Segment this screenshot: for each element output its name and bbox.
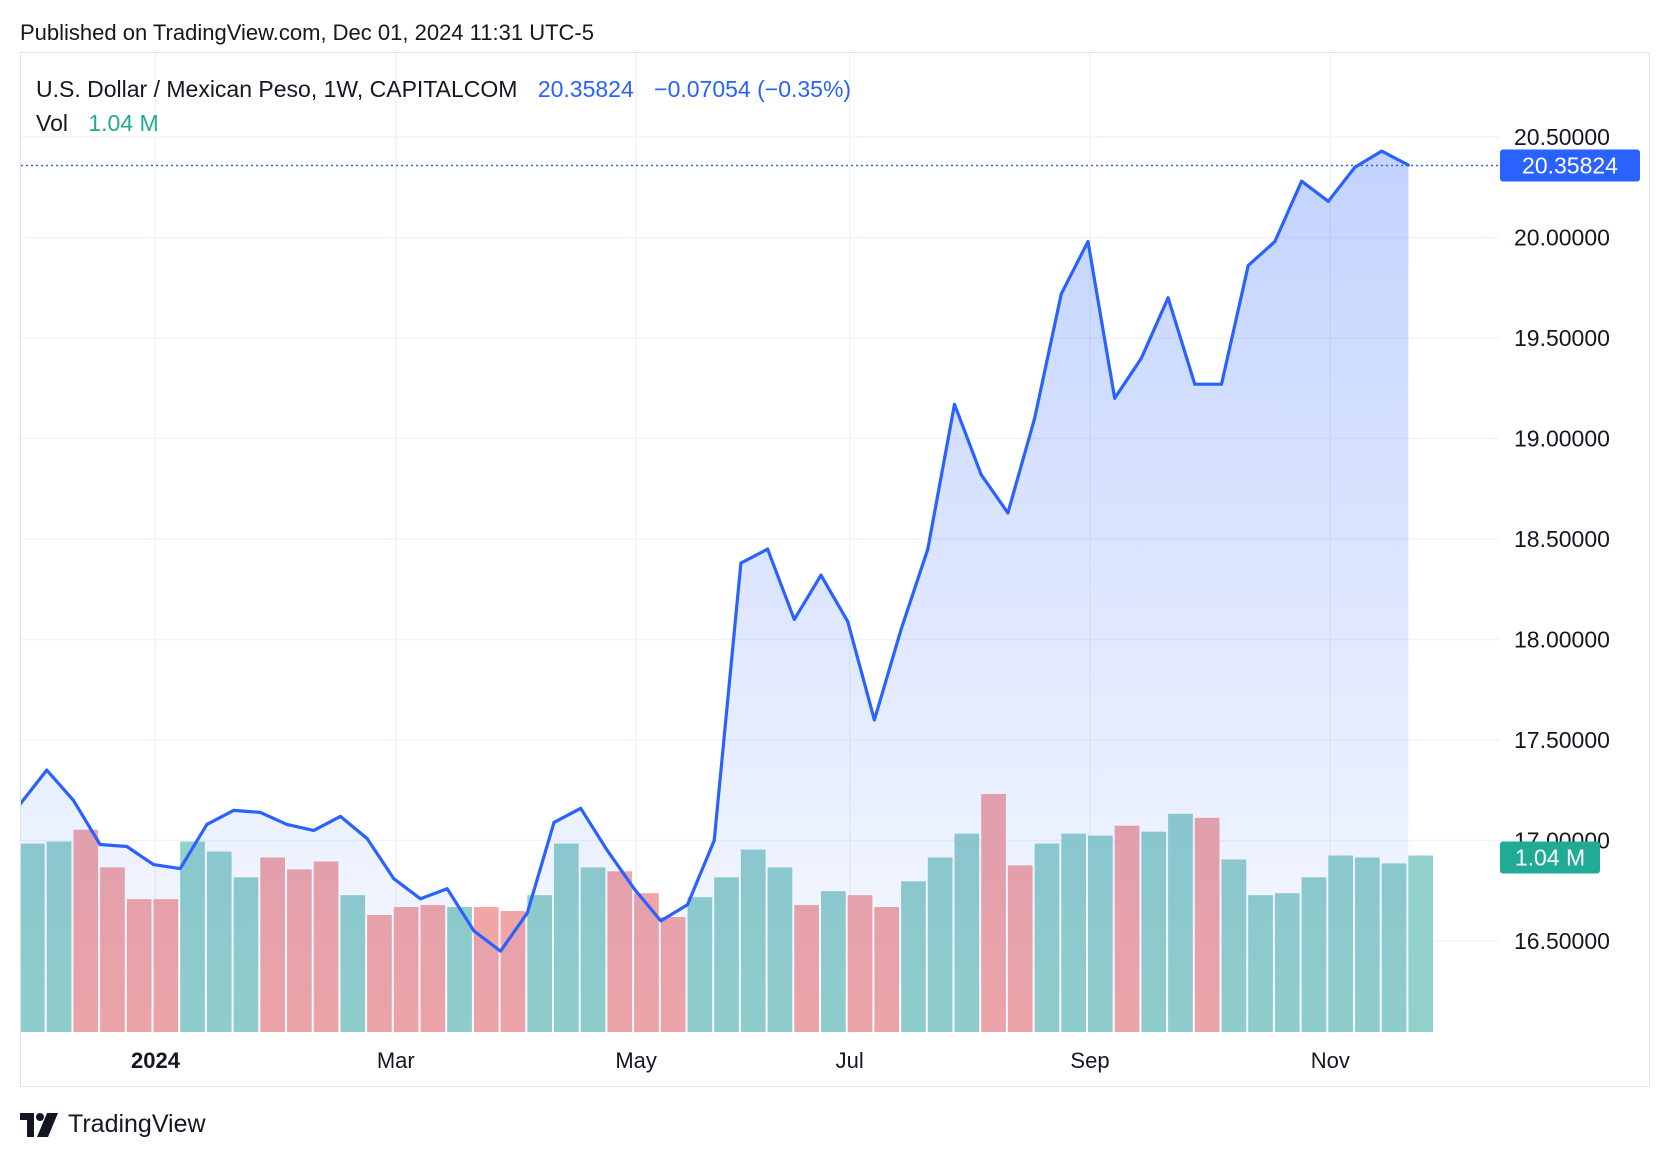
brand-name: TradingView <box>68 1110 206 1138</box>
price-point <box>312 828 316 832</box>
tradingview-logo-icon <box>20 1112 58 1137</box>
price-point <box>552 820 556 824</box>
price-point <box>632 887 636 891</box>
price-point <box>525 911 529 915</box>
x-tick-label: Sep <box>1070 1048 1109 1073</box>
price-point <box>1086 240 1090 244</box>
price-point <box>605 849 609 853</box>
price-area-fill <box>21 151 1409 1033</box>
price-point <box>21 803 22 806</box>
price-point <box>445 887 449 891</box>
price-point <box>739 561 743 565</box>
price-point <box>258 810 262 814</box>
x-tick-label: Nov <box>1311 1048 1350 1073</box>
y-tick-label: 20.50000 <box>1514 124 1610 150</box>
last-price-value: 20.35824 <box>537 76 634 102</box>
y-tick-label: 19.50000 <box>1514 325 1610 351</box>
price-point <box>846 619 850 623</box>
price-point <box>1326 199 1330 203</box>
price-point <box>472 929 476 933</box>
price-point <box>819 573 823 577</box>
price-point <box>659 919 663 923</box>
last-price-tag <box>1500 149 1640 182</box>
price-point <box>45 768 49 772</box>
volume-value: 1.04 M <box>88 110 159 136</box>
price-tags: 20.35824 1.04 M <box>1500 149 1640 874</box>
price-point <box>419 897 422 901</box>
price-point <box>766 547 770 551</box>
tradingview-logo[interactable]: TradingView <box>20 1110 206 1139</box>
price-point <box>152 863 155 867</box>
volume-tag <box>1500 841 1600 874</box>
price-point <box>232 808 236 812</box>
symbol-title[interactable]: U.S. Dollar / Mexican Peso, 1W, CAPITALC… <box>36 76 518 102</box>
price-point <box>499 949 503 953</box>
price-point <box>686 903 689 907</box>
price-point <box>792 617 796 621</box>
price-point <box>1113 396 1117 400</box>
price-point <box>392 877 396 881</box>
price-point <box>98 843 102 847</box>
y-tick-label: 18.50000 <box>1514 526 1610 552</box>
price-area <box>21 149 1410 1033</box>
chart-frame <box>20 52 1650 1087</box>
price-point <box>1246 264 1250 268</box>
price-point <box>1220 382 1223 386</box>
price-point <box>926 547 930 551</box>
y-tick-label: 19.00000 <box>1514 426 1610 452</box>
x-axis: 2024 Mar May Jul Sep Nov <box>131 1048 1350 1073</box>
volume-tag-label: 1.04 M <box>1515 844 1585 870</box>
price-point <box>1380 149 1384 153</box>
price-point <box>1139 356 1143 360</box>
price-point <box>1006 511 1010 515</box>
price-point <box>1353 165 1357 169</box>
x-tick-label: Mar <box>377 1048 415 1073</box>
price-point <box>125 845 129 849</box>
price-point <box>178 867 182 871</box>
volume-bar <box>1408 855 1434 1032</box>
x-tick-label: 2024 <box>131 1048 181 1073</box>
price-point <box>1166 296 1170 300</box>
y-tick-label: 20.00000 <box>1514 225 1610 251</box>
x-tick-label: May <box>615 1048 657 1073</box>
price-point <box>979 473 983 477</box>
price-point <box>365 836 369 840</box>
y-tick-label: 18.00000 <box>1514 627 1610 653</box>
price-point <box>1273 240 1277 244</box>
price-point <box>1033 416 1037 420</box>
price-point <box>712 839 716 842</box>
x-tick-label: Jul <box>836 1048 864 1073</box>
price-point <box>1193 382 1197 386</box>
price-point <box>953 402 956 406</box>
volume-legend: Vol 1.04 M <box>36 110 173 137</box>
price-point <box>285 822 289 826</box>
price-point <box>872 718 876 722</box>
symbol-legend: U.S. Dollar / Mexican Peso, 1W, CAPITALC… <box>36 76 865 103</box>
price-point <box>1300 179 1304 183</box>
last-price-tag-label: 20.35824 <box>1522 152 1618 178</box>
volume-title[interactable]: Vol <box>36 110 68 136</box>
price-point <box>205 822 209 826</box>
y-tick-label: 16.50000 <box>1514 928 1610 954</box>
price-point <box>1059 292 1063 296</box>
price-point <box>338 814 342 818</box>
y-axis: 20.50000 20.00000 19.50000 19.00000 18.50000… <box>1514 124 1610 954</box>
price-point <box>71 798 75 802</box>
y-tick-label: 17.50000 <box>1514 727 1610 753</box>
price-point <box>899 627 903 631</box>
published-caption: Published on TradingView.com, Dec 01, 20… <box>20 20 594 45</box>
price-change-value: −0.07054 (−0.35%) <box>654 76 852 102</box>
price-point <box>579 806 583 810</box>
